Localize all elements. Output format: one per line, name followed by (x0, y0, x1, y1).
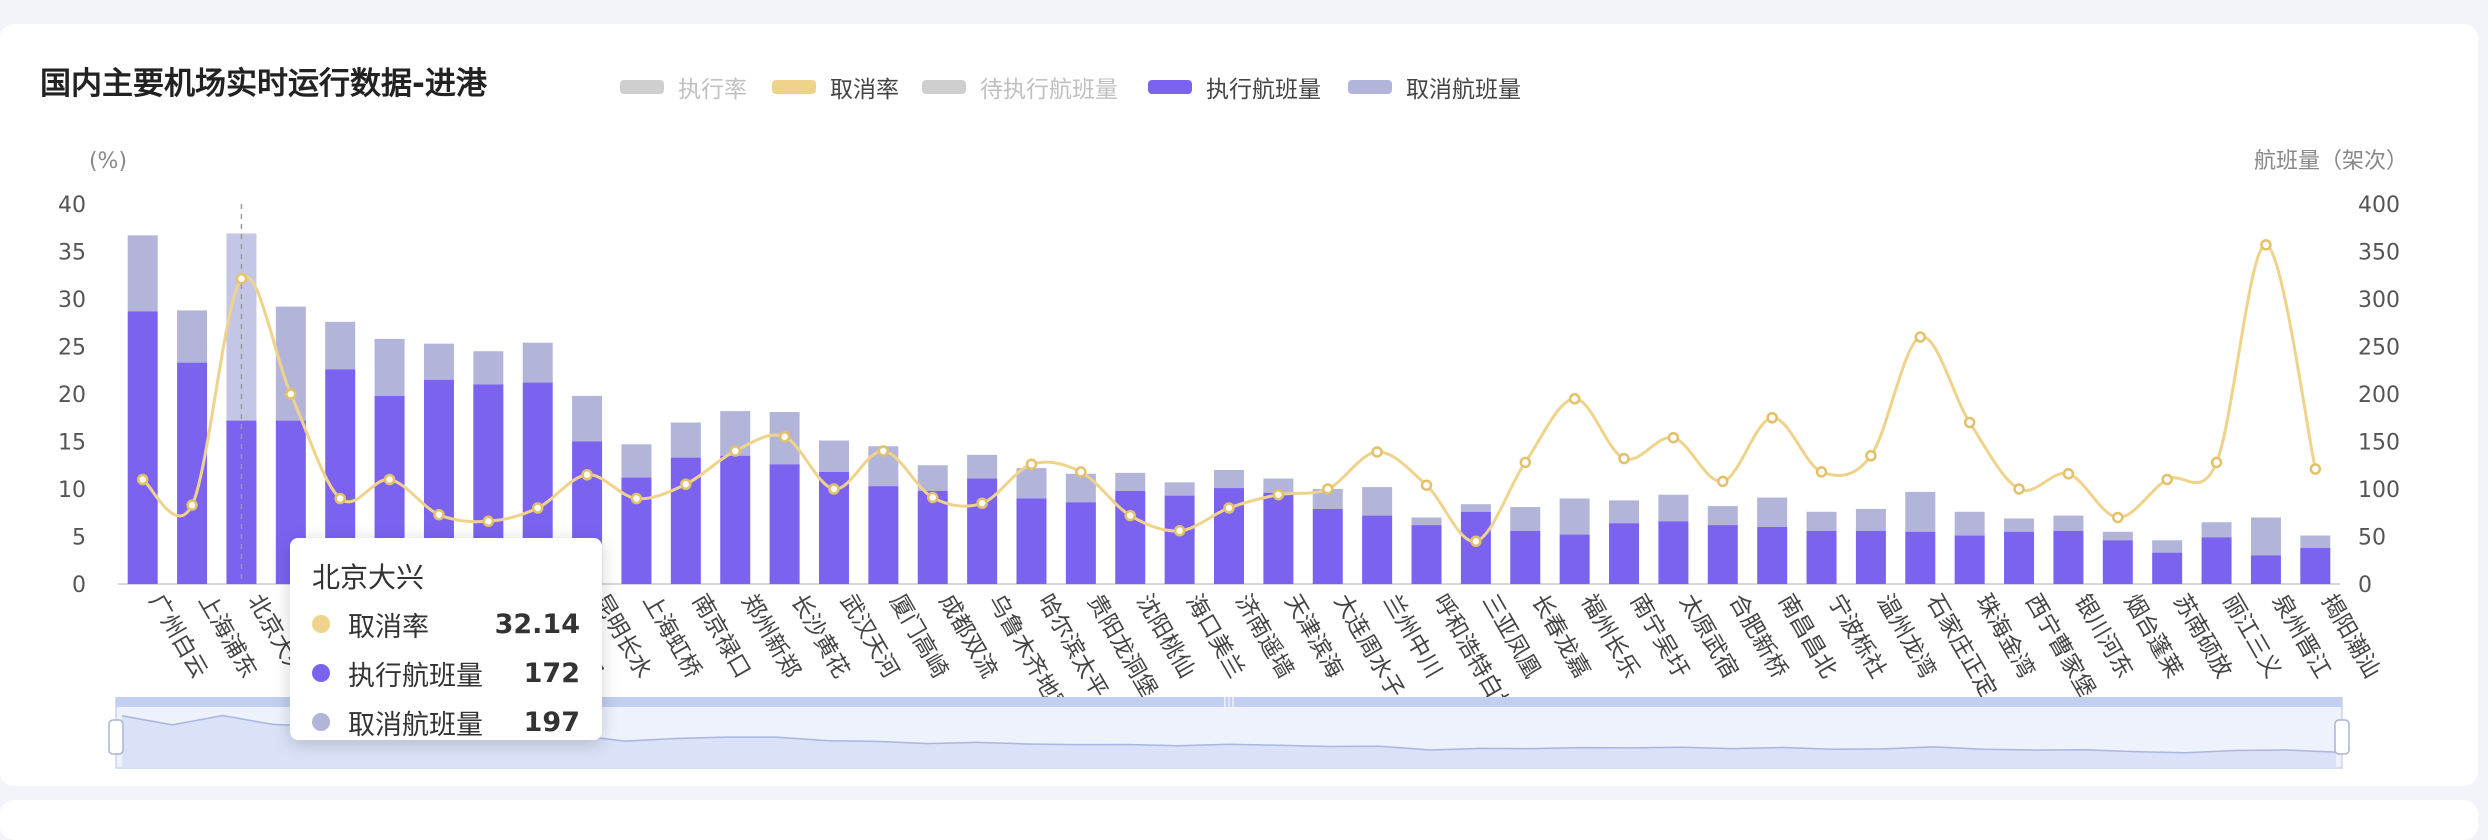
legend-swatch-icon (620, 80, 664, 94)
chart-title: 国内主要机场实时运行数据-进港 (40, 66, 487, 102)
legend-label: 取消率 (830, 77, 899, 103)
next-card (0, 800, 2478, 840)
legend-swatch-icon (1148, 80, 1192, 94)
executed-dot-icon (312, 664, 330, 682)
legend-label: 取消航班量 (1406, 77, 1521, 103)
tooltip-row-value: 197 (523, 706, 580, 738)
legend-swatch-icon (922, 80, 966, 94)
legend-swatch-icon (1348, 80, 1392, 94)
legend-label: 执行率 (678, 77, 747, 103)
cancel-rate-dot-icon (312, 615, 330, 633)
tooltip-row-value: 172 (523, 657, 580, 689)
legend-item[interactable]: 取消率 (772, 70, 899, 104)
legend-item[interactable]: 待执行航班量 (922, 70, 1118, 104)
tooltip-row-name: 取消率 (348, 611, 429, 643)
tooltip-title: 北京大兴 (312, 561, 425, 594)
tooltip-row-cancel-rate: 取消率 32.14 (312, 607, 580, 643)
tooltip-row-value: 32.14 (494, 608, 580, 640)
cancelled-dot-icon (312, 713, 330, 731)
legend-label: 执行航班量 (1206, 77, 1321, 103)
chart-tooltip: 北京大兴 取消率 32.14 执行航班量 172 取消航班量 197 (290, 538, 602, 741)
tooltip-row-name: 执行航班量 (348, 660, 483, 692)
tooltip-row-cancelled: 取消航班量 197 (312, 705, 580, 741)
tooltip-row-executed: 执行航班量 172 (312, 656, 580, 692)
legend-label: 待执行航班量 (980, 77, 1118, 103)
legend-item[interactable]: 取消航班量 (1348, 70, 1521, 104)
legend-item[interactable]: 执行航班量 (1148, 70, 1321, 104)
legend-item[interactable]: 执行率 (620, 70, 747, 104)
legend-swatch-icon (772, 80, 816, 94)
tooltip-row-name: 取消航班量 (348, 709, 483, 741)
